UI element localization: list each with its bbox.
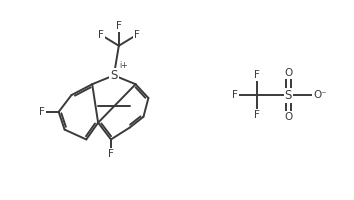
Text: S: S xyxy=(285,89,292,102)
Text: F: F xyxy=(116,21,122,31)
Text: F: F xyxy=(254,70,260,80)
Text: F: F xyxy=(108,149,114,159)
Text: F: F xyxy=(39,107,45,117)
Text: O: O xyxy=(284,68,292,78)
Text: S: S xyxy=(110,69,118,82)
Text: i+: i+ xyxy=(119,61,127,70)
Text: O⁻: O⁻ xyxy=(313,90,327,100)
Text: F: F xyxy=(254,110,260,120)
Text: F: F xyxy=(133,30,139,40)
Text: F: F xyxy=(98,30,104,40)
Text: O: O xyxy=(284,112,292,122)
Text: F: F xyxy=(232,90,238,100)
